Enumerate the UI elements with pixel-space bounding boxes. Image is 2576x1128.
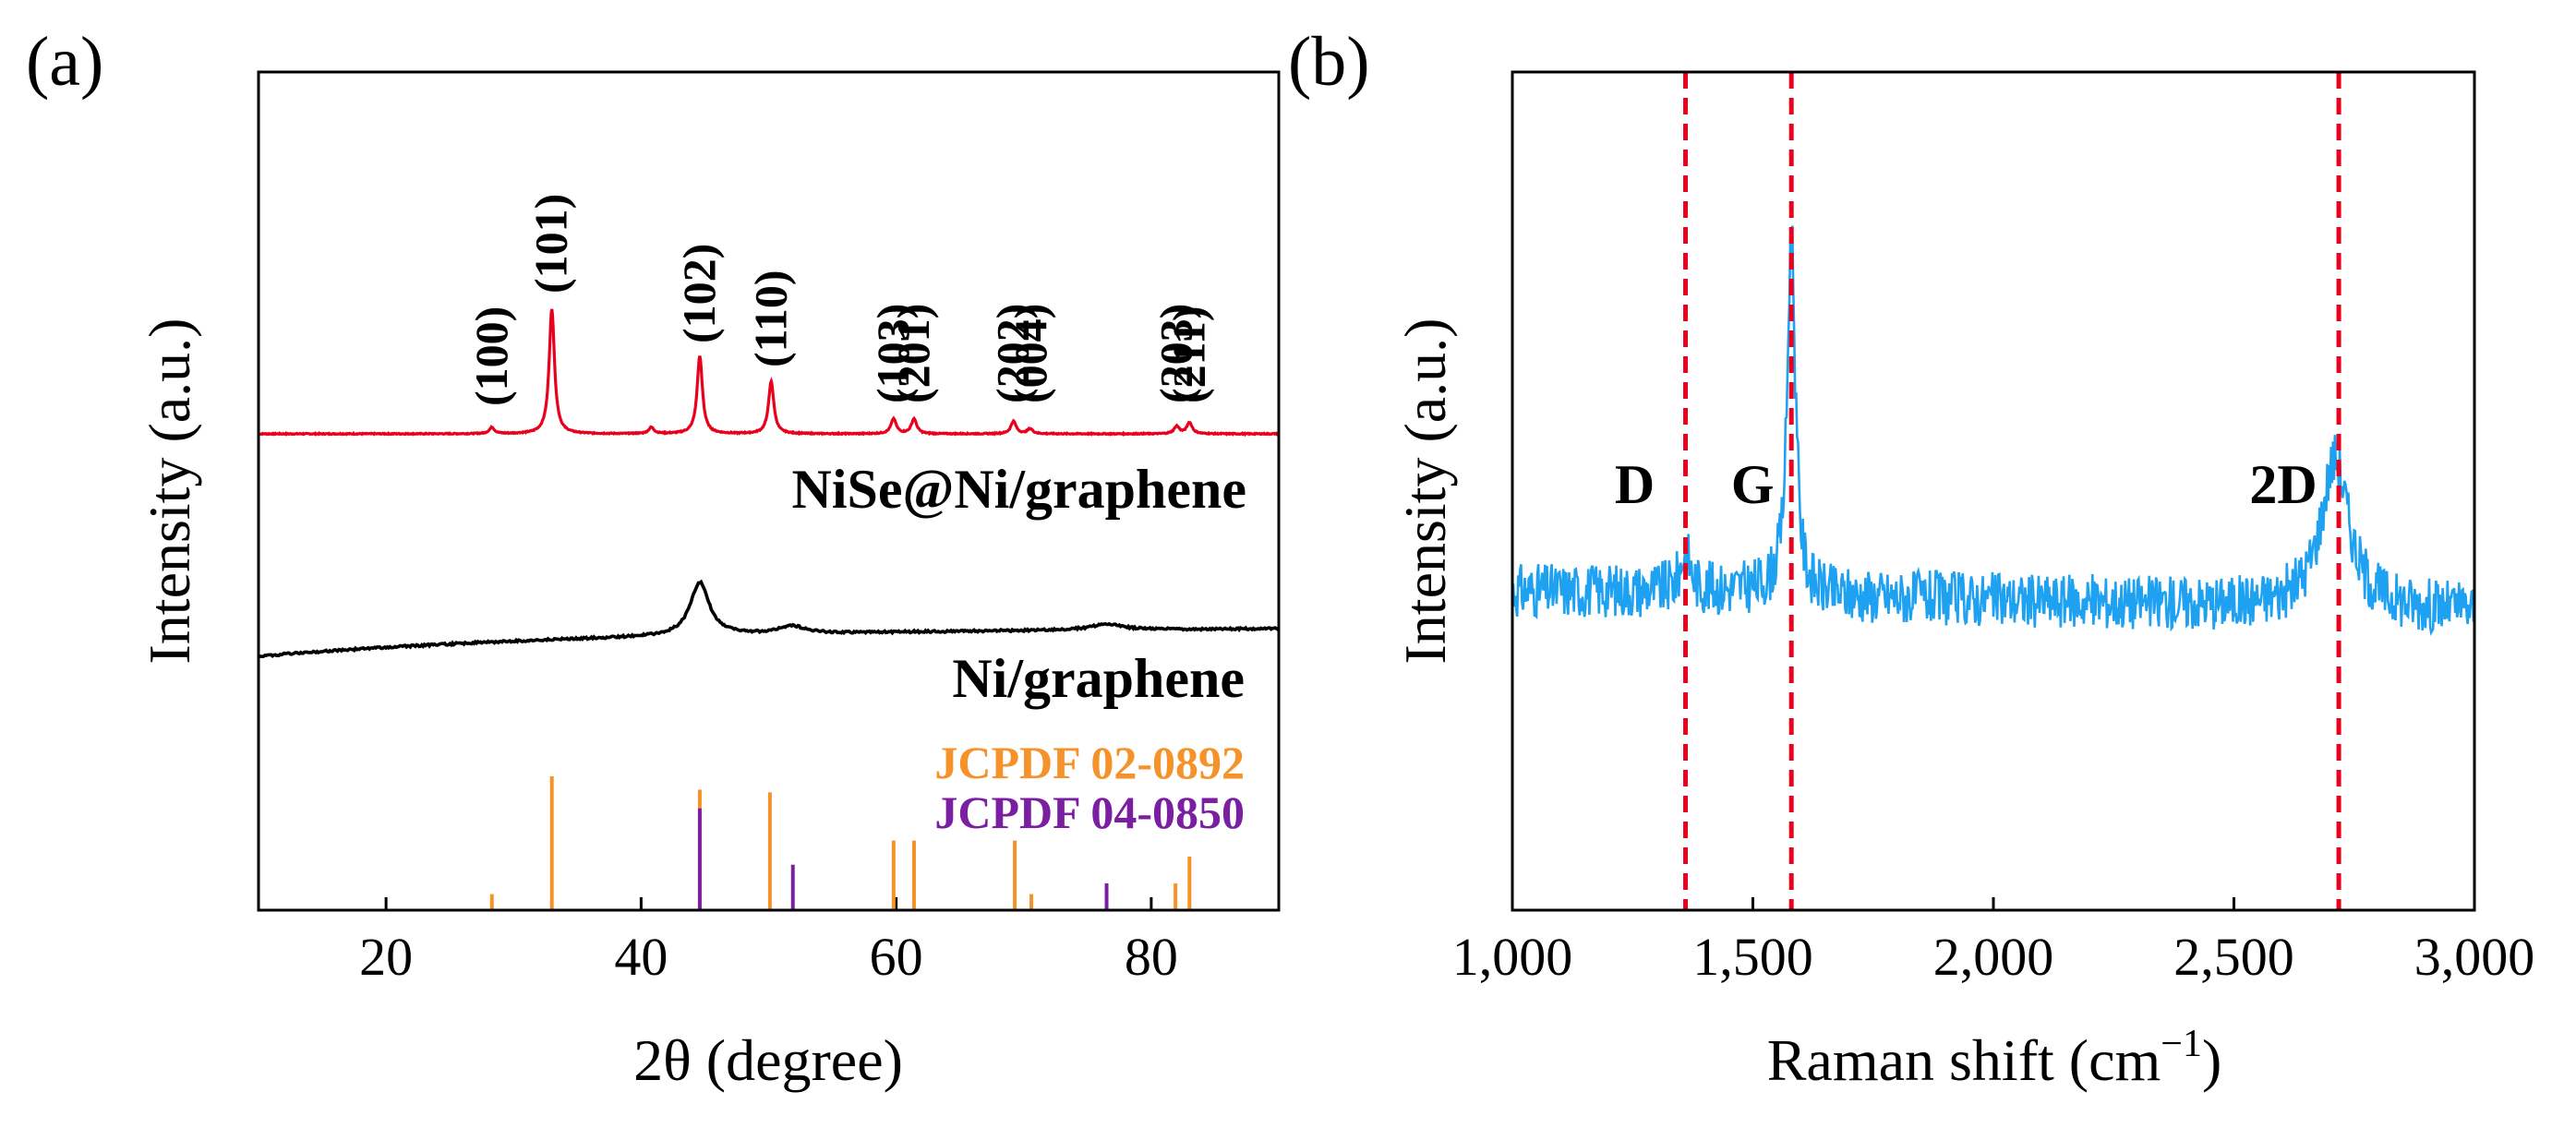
peak-label: (004) — [1005, 304, 1056, 403]
panel-a-x-tick-label: 20 — [359, 927, 413, 987]
panel-a-frame — [257, 70, 1281, 912]
peak-label: (211) — [1162, 306, 1214, 403]
panel-b-x-tick-label: 1,000 — [1452, 927, 1573, 987]
series-line-ni — [257, 579, 1280, 659]
panel-b-x-axis-title-close: ) — [2202, 1027, 2221, 1093]
panel-b-y-axis-title: Intensity (a.u.) — [1392, 318, 1458, 665]
panel-a: (a) 20 40 60 80(100)(101) (102) (110) (103)(20… — [26, 23, 1281, 1093]
peak-label: (100) — [465, 306, 517, 406]
peak-label: (102) — [673, 244, 725, 343]
peak-label: (110) — [744, 270, 796, 367]
ref-label-04-0850: JCPDF 04-0850 — [934, 786, 1245, 838]
peak-label: (202) — [987, 304, 1039, 403]
panel-b-x-axis-title: Raman shift (cm−1) — [1767, 1023, 2222, 1093]
panel-a-x-axis-title: 2θ (degree) — [633, 1027, 903, 1093]
sample-label-nise: NiSe@Ni/graphene — [792, 459, 1246, 520]
panel-a-x-tick-label: 40 — [614, 927, 668, 987]
peak-label: (203) — [1150, 304, 1202, 403]
panel-b-x-axis-title-main: Raman shift (cm — [1767, 1027, 2161, 1093]
panel-b-x-axis-title-sup: −1 — [2161, 1023, 2202, 1065]
peak-label: (101) — [525, 194, 577, 294]
band-label: G — [1731, 454, 1775, 515]
panel-b: (b) 1,000 1,500 2,000 2,500 3,000 D G 2D Raman … — [1288, 23, 2534, 1093]
ref-label-02-0892: JCPDF 02-0892 — [934, 737, 1245, 788]
panel-b-x-tick-label: 2,500 — [2173, 927, 2294, 987]
peak-label: (103) — [867, 304, 919, 403]
panel-b-x-tick-label: 3,000 — [2414, 927, 2535, 987]
panel-a-x-tick-label: 60 — [870, 927, 923, 987]
peak-label: (201) — [887, 304, 939, 403]
panel-a-plot-area: 20 40 60 80 (100)(101) (102) (110) (103)(201) (2… — [257, 194, 1280, 987]
panel-a-y-axis-title: Intensity (a.u.) — [137, 318, 202, 665]
panel-a-label: (a) — [26, 23, 103, 101]
panel-b-x-tick-label: 2,000 — [1933, 927, 2054, 987]
panel-b-label: (b) — [1288, 23, 1370, 101]
panel-a-x-tick-label: 80 — [1125, 927, 1178, 987]
panel-b-frame — [1511, 70, 2476, 912]
series-line-raman — [1511, 225, 2476, 636]
series-line-nise — [258, 308, 1280, 438]
band-label: 2D — [2249, 454, 2317, 515]
panel-b-plot-area: 1,000 1,500 2,000 2,500 3,000 D G 2D — [1452, 72, 2535, 987]
band-label: D — [1615, 454, 1655, 515]
panel-b-x-tick-label: 1,500 — [1692, 927, 1813, 987]
sample-label-ni: Ni/graphene — [952, 648, 1245, 709]
